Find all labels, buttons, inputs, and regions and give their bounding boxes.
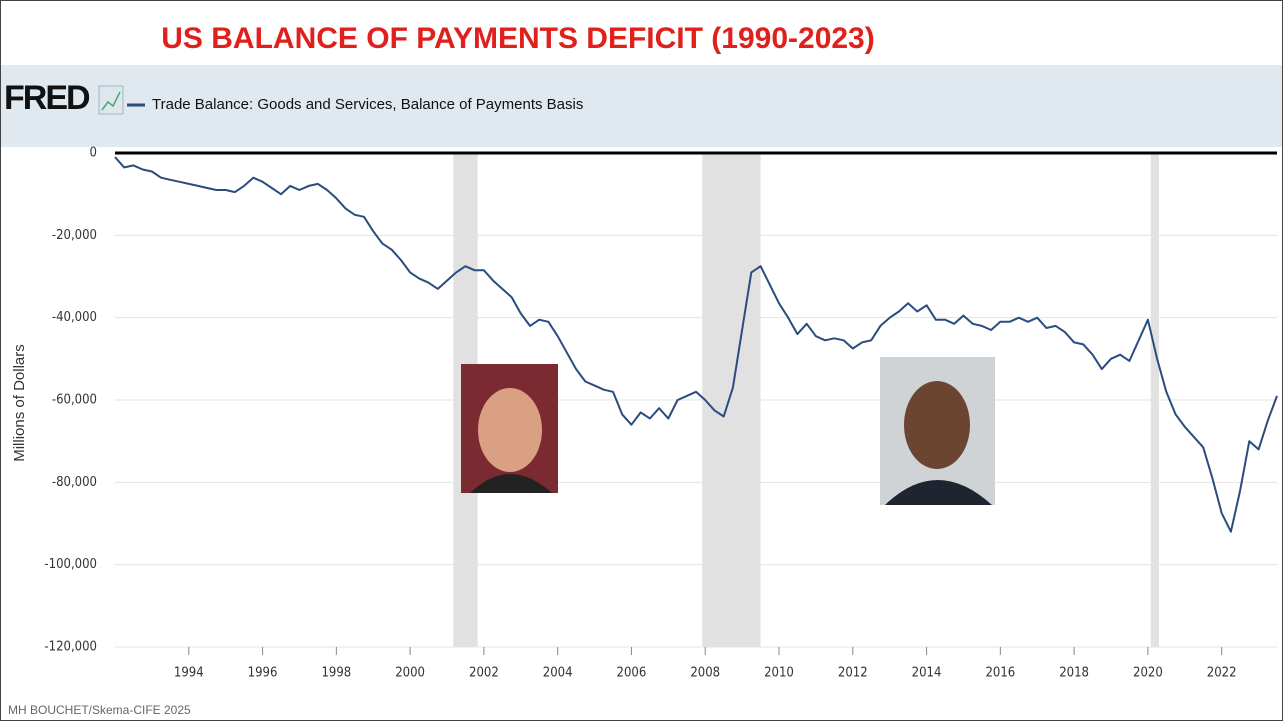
x-tick-label: 2016	[985, 666, 1015, 681]
y-tick-label: -20,000	[52, 228, 97, 243]
logo: FRED	[4, 79, 90, 117]
x-tick-label: 2008	[690, 666, 720, 681]
x-tick-label: 2020	[1133, 666, 1163, 681]
photo-obama	[880, 357, 995, 505]
footer: MH BOUCHET/Skema-CIFE 2025	[8, 703, 191, 717]
y-tick-label: 0	[90, 146, 97, 161]
x-tick-label: 2014	[912, 666, 942, 681]
x-tick-label: 2000	[395, 666, 425, 681]
x-tick-label: 2018	[1059, 666, 1089, 681]
x-tick-label: 1998	[321, 666, 351, 681]
y-tick-label: -120,000	[44, 640, 97, 655]
photo-bush	[461, 364, 558, 493]
y-tick-label: -80,000	[52, 475, 97, 490]
x-tick-label: 2022	[1207, 666, 1237, 681]
x-tick-label: 2006	[617, 666, 647, 681]
y-axis-label: Millions of Dollars	[11, 344, 28, 462]
x-tick-label: 2010	[764, 666, 794, 681]
chart-title: US BALANCE OF PAYMENTS DEFICIT (1990-202…	[161, 22, 874, 55]
photo-face	[904, 381, 970, 469]
x-tick-label: 1996	[248, 666, 278, 681]
y-tick-label: -100,000	[44, 557, 97, 572]
y-tick-label: -60,000	[52, 393, 97, 408]
legend-entry: Trade Balance: Goods and Services, Balan…	[152, 96, 583, 113]
y-tick-label: -40,000	[52, 310, 97, 325]
plot: -120,000 -100,000 -80,000 -60,000 -40,000 -20…	[44, 146, 1278, 681]
x-tick-label: 2012	[838, 666, 868, 681]
x-tick-label: 2002	[469, 666, 499, 681]
x-tick-label: 2004	[543, 666, 573, 681]
photo-face	[478, 388, 542, 472]
photo-suit	[470, 474, 552, 493]
logo-icon-line	[101, 91, 121, 111]
x-tick-label: 1994	[174, 666, 204, 681]
legend-band	[1, 65, 1282, 147]
photo-suit	[885, 480, 992, 505]
series-line	[114, 156, 1278, 533]
